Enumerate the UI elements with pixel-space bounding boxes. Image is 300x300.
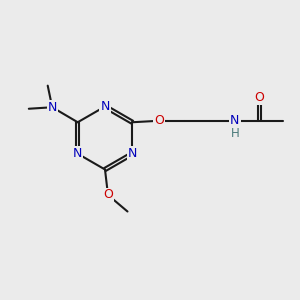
Text: H: H [230, 127, 239, 140]
Text: N: N [100, 100, 110, 113]
Text: O: O [103, 188, 113, 202]
Text: N: N [47, 101, 57, 114]
Text: N: N [73, 147, 82, 160]
Text: N: N [128, 147, 137, 160]
Text: O: O [154, 114, 164, 127]
Text: N: N [230, 114, 240, 127]
Text: O: O [254, 91, 264, 104]
